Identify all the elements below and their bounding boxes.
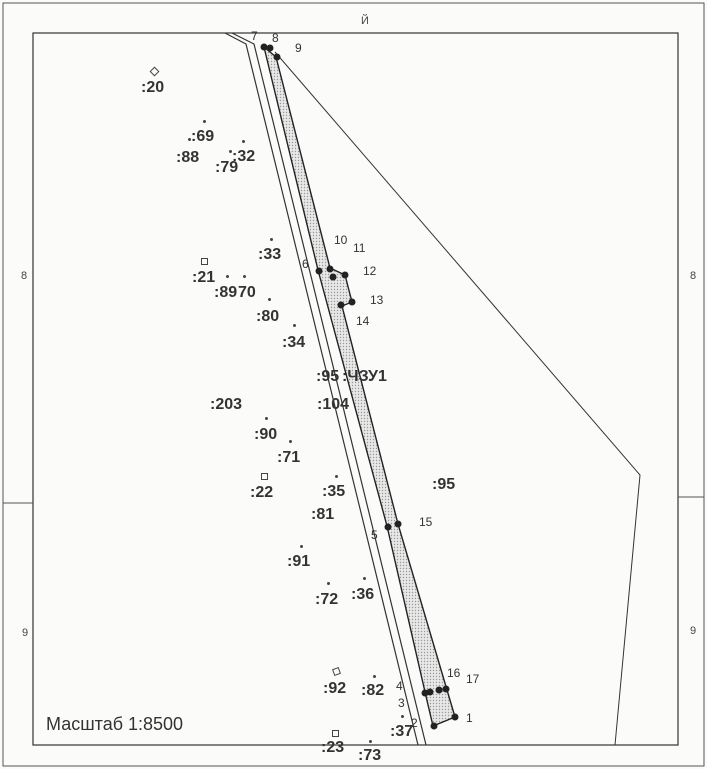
parcel-label: :72 — [315, 591, 339, 608]
point-number: 7 — [251, 29, 258, 43]
boundary-point — [329, 273, 337, 281]
point-number: 14 — [356, 314, 370, 328]
parcel-label: :79 — [215, 159, 239, 176]
point-number: 16 — [447, 666, 461, 680]
parcel-label: :95 — [432, 476, 456, 493]
parcel-label: :203 — [210, 396, 243, 413]
parcel-marker — [363, 577, 366, 580]
parcel-marker — [261, 473, 268, 480]
point-number: 17 — [466, 672, 480, 686]
parcel-marker — [332, 730, 339, 737]
edge-number-right-lower: 9 — [690, 625, 697, 637]
parcel-marker — [327, 582, 330, 585]
parcel-label: :73 — [358, 747, 382, 764]
boundary-point — [273, 53, 281, 61]
top-mark: Й — [361, 15, 369, 27]
parcel-label: :82 — [361, 682, 385, 699]
parcel-marker — [293, 324, 296, 327]
boundary-point — [394, 520, 402, 528]
road-left-line — [224, 32, 419, 746]
point-number: 3 — [398, 696, 405, 710]
parcel-marker — [300, 545, 303, 548]
point-number: 15 — [419, 515, 433, 529]
parcel-label: :23 — [321, 739, 345, 756]
boundary-point — [426, 688, 434, 696]
boundary-points — [260, 43, 459, 730]
edge-number-right-upper: 8 — [690, 270, 697, 282]
parcel-label: :89 — [214, 284, 238, 301]
point-number: 1 — [466, 711, 473, 725]
parcel-label: :36 — [351, 586, 375, 603]
edge-number-left-upper: 8 — [21, 270, 28, 282]
parcel-marker — [188, 138, 191, 141]
boundary-point — [260, 43, 268, 51]
boundary-point — [430, 722, 438, 730]
parcel-95-boundary — [274, 51, 641, 746]
boundary-point — [442, 685, 450, 693]
boundary-point — [451, 713, 459, 721]
boundary-point — [337, 301, 345, 309]
point-number: 13 — [370, 293, 384, 307]
parcel-marker — [401, 715, 404, 718]
parcel-label: :37 — [390, 723, 414, 740]
point-number: 11 — [353, 241, 366, 255]
parcel-label: :32 — [232, 148, 256, 165]
parcel-marker — [203, 120, 206, 123]
parcel-marker — [242, 140, 245, 143]
parcel-label: :71 — [277, 449, 301, 466]
edge-number-left-lower: 9 — [22, 627, 29, 639]
parcel-label: :33 — [258, 246, 282, 263]
parcel-marker — [226, 275, 229, 278]
point-number: 4 — [396, 679, 403, 693]
map-frame — [32, 32, 679, 746]
road-right-line — [231, 32, 427, 746]
parcel-marker — [335, 475, 338, 478]
parcel-label: :91 — [287, 553, 311, 570]
parcel-label: :22 — [250, 484, 274, 501]
point-number: 9 — [295, 41, 302, 55]
parcel-label: :95 — [316, 368, 340, 385]
parcel-marker — [289, 440, 292, 443]
parcel-marker — [229, 150, 232, 153]
parcel-label: 70 — [238, 284, 256, 301]
czu1-strip — [262, 45, 456, 727]
boundary-point — [315, 267, 323, 275]
point-number: 5 — [371, 528, 378, 542]
parcel-label: :90 — [254, 426, 278, 443]
parcel-label: :21 — [192, 269, 216, 286]
point-number: 6 — [302, 257, 309, 271]
parcel-label: :104 — [317, 396, 350, 413]
parcel-label: :69 — [191, 128, 215, 145]
boundary-point — [266, 44, 274, 52]
boundary-point — [348, 298, 356, 306]
parcel-marker — [268, 298, 271, 301]
boundary-point — [326, 265, 334, 273]
point-number: 2 — [411, 716, 418, 730]
parcel-marker — [369, 740, 372, 743]
parcel-marker — [270, 238, 273, 241]
parcel-label: :80 — [256, 308, 280, 325]
parcel-label: :92 — [323, 680, 347, 697]
parcel-label: :81 — [311, 506, 335, 523]
parcel-marker — [265, 417, 268, 420]
parcel-label: :20 — [141, 79, 165, 96]
parcel-label: :34 — [282, 334, 306, 351]
point-number: 12 — [363, 264, 377, 278]
point-number: 8 — [272, 31, 279, 45]
parcel-marker — [243, 275, 246, 278]
parcel-label: :88 — [176, 149, 200, 166]
point-number: 10 — [334, 233, 348, 247]
parcel-marker — [373, 675, 376, 678]
boundary-point — [384, 523, 392, 531]
boundary-point — [341, 271, 349, 279]
parcel-marker — [201, 258, 208, 265]
scale-label: Масштаб 1:8500 — [46, 714, 184, 734]
parcel-label: :35 — [322, 483, 346, 500]
parcel-label: :ЧЗУ1 — [342, 368, 387, 385]
boundary-point — [435, 686, 443, 694]
